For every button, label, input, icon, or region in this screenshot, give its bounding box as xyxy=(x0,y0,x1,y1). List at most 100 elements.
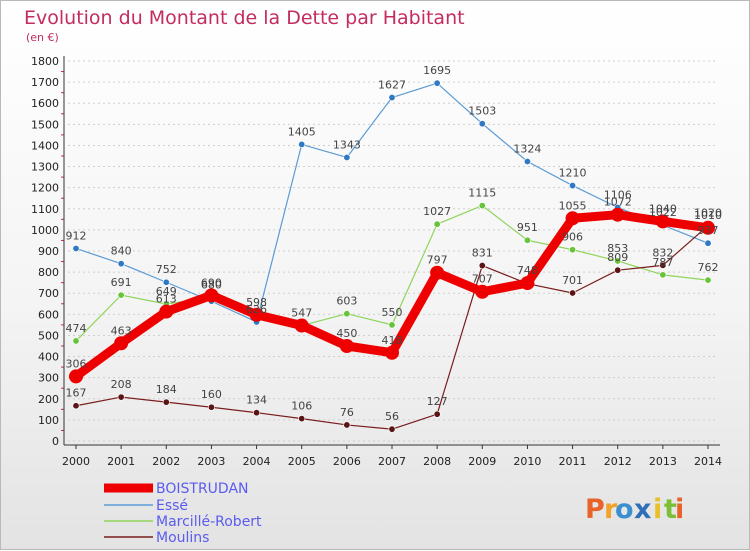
x-tick-label: 2009 xyxy=(468,455,496,468)
y-tick-label: 300 xyxy=(38,372,59,385)
data-point-marcill-robert xyxy=(523,236,531,244)
data-point-ess- xyxy=(523,157,531,165)
y-tick-label: 800 xyxy=(38,266,59,279)
data-label-boistrudan: 690 xyxy=(201,276,222,289)
data-label-marcill-robert: 762 xyxy=(698,261,719,274)
data-label-marcill-robert: 550 xyxy=(382,306,403,319)
x-tick-label: 2006 xyxy=(333,455,361,468)
data-label-marcill-robert: 906 xyxy=(562,231,583,244)
data-label-boistrudan: 613 xyxy=(156,293,177,306)
data-label-moulins: 1020 xyxy=(694,207,722,220)
x-tick-label: 2005 xyxy=(288,455,316,468)
data-point-ess- xyxy=(72,244,80,252)
chart-title: Evolution du Montant de la Dette par Hab… xyxy=(24,7,465,29)
data-label-boistrudan: 797 xyxy=(427,254,448,267)
y-tick-label: 900 xyxy=(38,245,59,258)
data-point-boistrudan xyxy=(565,211,580,226)
data-label-ess-: 1343 xyxy=(333,138,361,151)
data-point-marcill-robert xyxy=(569,246,577,254)
data-point-moulins xyxy=(433,410,441,418)
data-label-boistrudan: 1055 xyxy=(559,199,587,212)
y-tick-label: 1500 xyxy=(31,118,59,131)
data-label-ess-: 1106 xyxy=(604,189,632,202)
y-tick-label: 1400 xyxy=(31,139,59,152)
data-point-ess- xyxy=(298,140,306,148)
data-point-moulins xyxy=(72,402,80,410)
x-tick-label: 2011 xyxy=(559,455,587,468)
data-point-marcill-robert xyxy=(388,321,396,329)
data-point-boistrudan xyxy=(204,288,219,303)
data-label-ess-: 912 xyxy=(66,229,87,242)
data-label-ess-: 1405 xyxy=(288,125,316,138)
data-point-boistrudan xyxy=(294,318,309,333)
data-point-boistrudan xyxy=(159,304,174,319)
data-label-marcill-robert: 649 xyxy=(156,285,177,298)
data-point-marcill-robert xyxy=(659,271,667,279)
x-tick-label: 2000 xyxy=(62,455,90,468)
data-point-boistrudan xyxy=(701,220,715,235)
data-point-marcill-robert xyxy=(614,257,622,265)
data-point-boistrudan xyxy=(655,214,670,229)
data-label-moulins: 701 xyxy=(562,274,583,287)
chart-subtitle: (en €) xyxy=(26,31,59,44)
data-label-moulins: 160 xyxy=(201,388,222,401)
x-tick-label: 2010 xyxy=(513,455,541,468)
data-label-boistrudan: 418 xyxy=(382,334,403,347)
data-label-marcill-robert: 691 xyxy=(111,276,132,289)
x-tick-label: 2002 xyxy=(152,455,180,468)
data-point-moulins xyxy=(253,409,261,417)
data-label-ess-: 752 xyxy=(156,263,177,276)
logo-letter: i xyxy=(675,494,684,525)
data-label-boistrudan: 1010 xyxy=(694,209,722,222)
data-label-boistrudan: 306 xyxy=(66,357,87,370)
y-tick-label: 1100 xyxy=(31,203,59,216)
y-tick-label: 500 xyxy=(38,329,59,342)
y-tick-label: 1600 xyxy=(31,97,59,110)
data-point-moulins xyxy=(298,415,306,423)
grid-lines xyxy=(68,60,716,442)
data-point-boistrudan xyxy=(69,369,83,384)
data-point-moulins xyxy=(343,421,351,429)
data-label-moulins: 831 xyxy=(472,247,493,260)
logo-letter: x xyxy=(634,494,651,525)
y-tick-label: 400 xyxy=(38,351,59,364)
legend-label-boistrudan: BOISTRUDAN xyxy=(156,481,249,497)
data-label-marcill-robert: 787 xyxy=(652,256,673,269)
data-label-ess-: 1324 xyxy=(513,142,541,155)
data-point-ess- xyxy=(478,120,486,128)
data-label-marcill-robert: 603 xyxy=(336,295,357,308)
data-point-boistrudan xyxy=(430,265,445,280)
data-label-ess-: 1695 xyxy=(423,64,451,77)
data-label-boistrudan: 707 xyxy=(472,273,493,286)
data-point-boistrudan xyxy=(385,345,399,360)
logo-letter: t xyxy=(664,494,677,525)
data-label-marcill-robert: 474 xyxy=(66,322,87,335)
y-tick-label: 1200 xyxy=(31,182,59,195)
x-tick-label: 2012 xyxy=(604,455,632,468)
y-tick-label: 600 xyxy=(38,308,59,321)
y-tick-label: 200 xyxy=(38,393,59,406)
data-point-marcill-robert xyxy=(433,220,441,228)
data-point-boistrudan xyxy=(520,276,535,291)
data-label-ess-: 840 xyxy=(111,245,132,258)
y-tick-label: 1700 xyxy=(31,76,59,89)
data-label-ess-: 1210 xyxy=(559,167,587,180)
data-label-boistrudan: 1040 xyxy=(649,202,677,215)
data-label-ess-: 1022 xyxy=(649,206,677,219)
data-label-moulins: 56 xyxy=(385,410,399,423)
data-labels: 912 840 752 626 1405 1343 1627 1695 1503 1324 1210… xyxy=(66,64,723,423)
data-point-ess- xyxy=(388,94,396,102)
data-point-moulins xyxy=(478,262,486,270)
series-lines xyxy=(69,79,715,433)
x-tick-label: 2014 xyxy=(694,455,722,468)
x-tick-label: 2008 xyxy=(423,455,451,468)
data-point-boistrudan xyxy=(475,284,490,299)
data-point-boistrudan xyxy=(249,307,264,322)
data-point-ess- xyxy=(117,260,125,268)
data-label-boistrudan: 463 xyxy=(111,324,132,337)
axes: 0 100 200 300 400 500 600 700 800 900 1000 1100 1200… xyxy=(31,55,722,468)
data-label-ess-: 626 xyxy=(246,303,267,316)
